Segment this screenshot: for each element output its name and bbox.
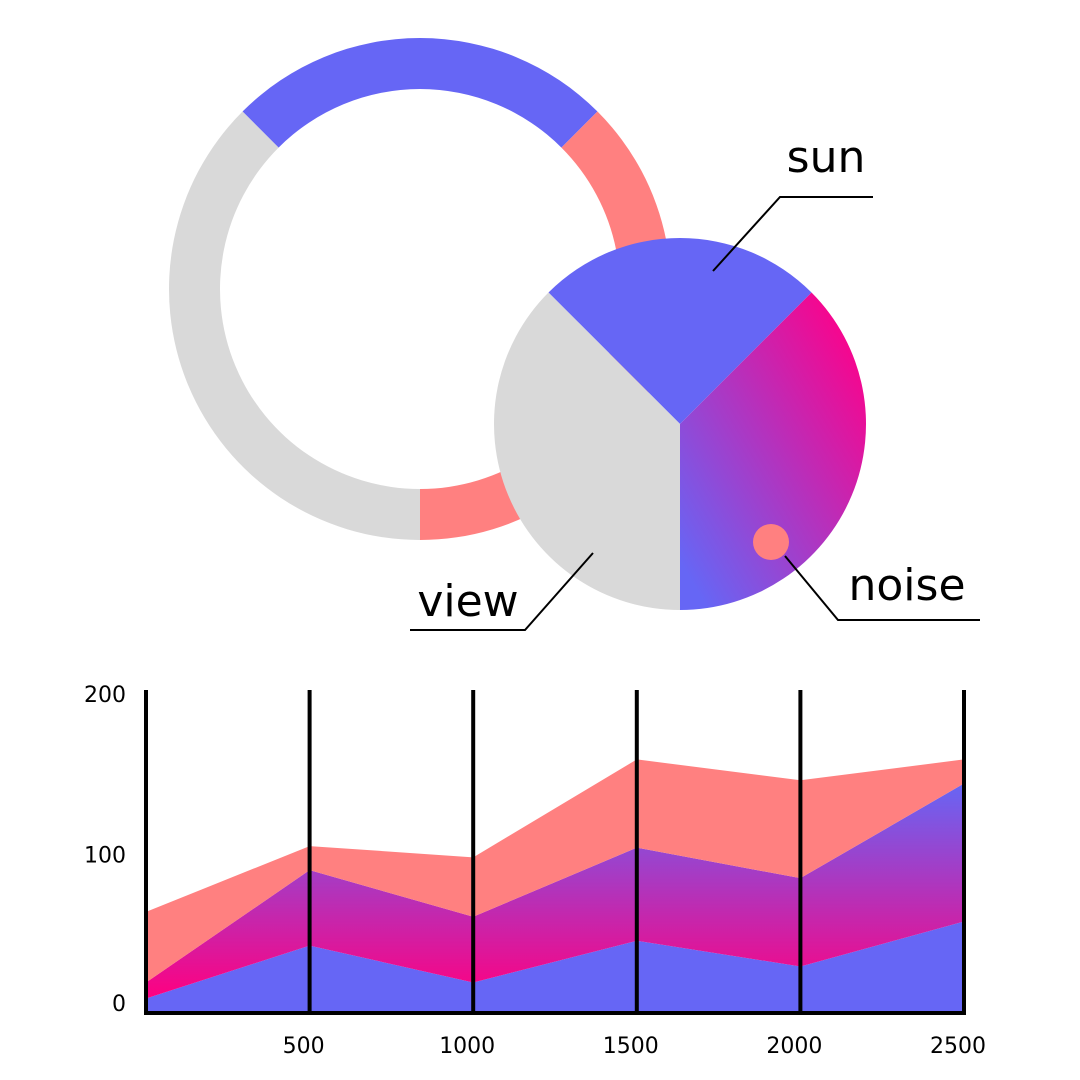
donut-segment [169,111,420,540]
x-tick-label: 500 [283,1034,325,1059]
pie-slice [548,238,812,424]
x-tick-label: 2500 [930,1034,986,1059]
pie-label: sun [787,132,866,183]
pie-slice [494,292,680,610]
y-tick-label: 200 [84,683,126,708]
leader-line [784,555,980,621]
pie-slice [680,292,866,610]
area-layer [146,783,964,999]
area-layer [146,759,964,983]
y-tick-label: 100 [84,844,126,869]
area-layer [146,921,964,1013]
y-tick-label: 0 [112,992,126,1017]
x-tick-label: 1500 [603,1034,659,1059]
x-tick-label: 1000 [439,1034,495,1059]
noise-dot [753,524,789,560]
leader-line [712,196,873,272]
x-tick-label: 2000 [766,1034,822,1059]
pie-chart [494,238,866,610]
pie-annotations [410,196,980,631]
area-chart: 500 1000 1500 2000 2500 0 100 200 [84,683,986,1059]
pie-label: noise [848,560,965,611]
leader-line [410,552,594,631]
donut-segment [242,37,598,148]
pie-label: view [417,576,518,627]
